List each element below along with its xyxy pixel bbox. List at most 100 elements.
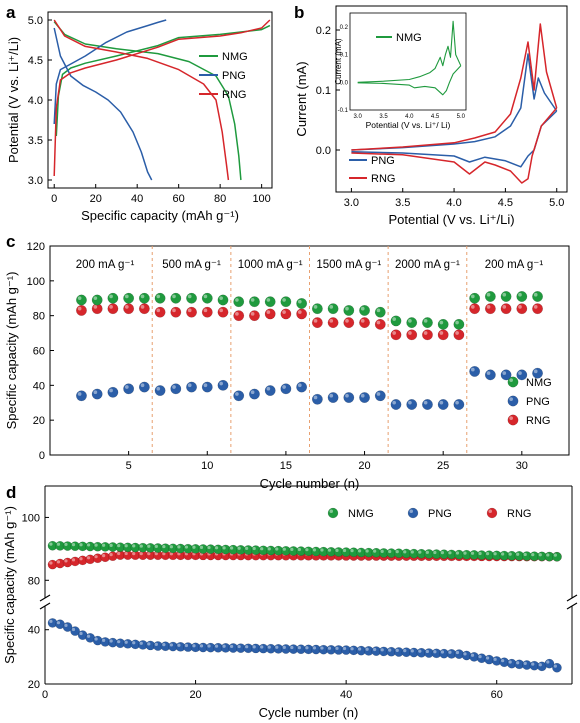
panel-b-inset-xtick-label: 4.5	[431, 114, 440, 120]
panel-a-ytick-label: 4.5	[28, 55, 43, 67]
panel-d-nmg-point-shine	[470, 551, 475, 555]
panel-d-nmg-point-shine	[516, 552, 520, 556]
panel-d-rng-point-shine	[94, 555, 98, 559]
panel-d-png-point-shine	[335, 646, 339, 650]
panel-c-png-point-shine	[360, 393, 365, 398]
panel-c-rate-label: 1000 mA g⁻¹	[238, 259, 303, 271]
panel-c-png-point	[343, 392, 355, 403]
panel-c-legend-nmg-marker-shine	[509, 378, 513, 382]
panel-b-png-anodic-line	[351, 53, 558, 151]
panel-d-nmg-point-shine	[147, 544, 151, 548]
panel-b-inset-xtick-label: 3.5	[379, 114, 388, 120]
panel-c-nmg-point-shine	[203, 294, 208, 299]
panel-d-nmg-point-shine	[132, 544, 136, 548]
panel-d-png-point-shine	[154, 642, 158, 646]
panel-c-nmg-point	[390, 315, 402, 327]
panel-c-rng-point-shine	[392, 331, 396, 335]
panel-c-rng-point-shine	[140, 305, 145, 309]
panel-c-xtick-label: 20	[358, 460, 370, 472]
panel-d-png-point-shine	[478, 654, 482, 659]
panel-d-nmg-point-shine	[86, 543, 91, 547]
panel-c-nmg-point-shine	[345, 306, 349, 311]
panel-d-nmg-point-shine	[64, 542, 68, 547]
panel-d-png-point-shine	[79, 631, 83, 636]
panel-c-nmg-point	[123, 292, 135, 304]
panel-c-png-point	[311, 393, 323, 405]
panel-c-rng-point-shine	[470, 305, 475, 309]
panel-c-nmg-point	[249, 296, 260, 308]
panel-c-rate-label: 200 mA g⁻¹	[485, 259, 544, 271]
panel-d-axis-break-mark	[566, 602, 578, 610]
panel-d-nmg-point-shine	[49, 542, 53, 546]
panel-d-nmg-point-shine	[553, 553, 557, 557]
panel-d-legend-rng-marker	[486, 507, 498, 519]
panel-d-png-point-shine	[508, 660, 512, 664]
panel-a-xtick-label: 100	[252, 193, 270, 205]
panel-d-png-point-shine	[433, 650, 437, 654]
panel-b-ytick-label: 0.0	[316, 145, 331, 157]
panel-c-nmg-point	[484, 291, 496, 302]
panel-c-legend-png-label: PNG	[526, 396, 550, 408]
panel-c-xtick-label: 25	[437, 460, 449, 472]
panel-c-rng-point-shine	[345, 318, 349, 323]
panel-c-rng-point	[422, 329, 433, 341]
panel-c-rate-label: 500 mA g⁻¹	[162, 259, 221, 271]
panel-d-letter: d	[6, 483, 16, 502]
panel-d-ylabel: Specific capacity (mAh g⁻¹)	[2, 506, 17, 664]
panel-d-png-point-shine	[275, 645, 279, 649]
panel-d-legend-nmg-marker	[327, 507, 339, 519]
panel-d-nmg-point-shine	[229, 546, 234, 550]
panel-d-png-point-shine	[267, 645, 271, 649]
panel-c-rng-point	[469, 303, 481, 315]
panel-d-png-point	[552, 662, 562, 673]
panel-b-inset-ytick-label: 0.1	[340, 53, 349, 59]
panel-c-png-point	[91, 388, 103, 400]
panel-b-inset-ylabel: Current (mA)	[334, 38, 343, 85]
panel-d-rng-point-shine	[162, 552, 166, 556]
panel-d-nmg-point-shine	[260, 547, 264, 551]
panel-d-png-point-shine	[380, 648, 384, 652]
panel-a-legend-png-label: PNG	[222, 70, 246, 82]
panel-d-png-point-shine	[470, 653, 475, 657]
panel-d-png-point-shine	[320, 646, 324, 650]
panel-a-letter: a	[6, 3, 16, 22]
panel-c-png-point-shine	[203, 383, 208, 388]
panel-c-rng-point-shine	[533, 305, 538, 309]
panel-c-nmg-point	[233, 296, 245, 308]
panel-d-rng-point-shine	[56, 560, 61, 564]
panel-d-nmg-point-shine	[410, 550, 414, 554]
panel-d-png-point-shine	[463, 652, 467, 656]
panel-d-nmg-point-shine	[357, 549, 362, 553]
panel-b-xtick-label: 4.0	[446, 197, 461, 209]
panel-c-png-point-shine	[140, 383, 145, 388]
panel-c-xlabel: Cycle number (n)	[260, 476, 360, 491]
panel-b-legend-rng-label: RNG	[371, 173, 395, 185]
panel-d-png-point-shine	[177, 643, 181, 647]
panel-d-png-point-shine	[538, 663, 542, 667]
panel-d-png-point-shine	[169, 643, 173, 647]
panel-c-nmg-point	[374, 306, 386, 318]
panel-d-png-point-shine	[297, 646, 301, 650]
panel-b-xtick-label: 3.5	[395, 197, 410, 209]
panel-c-nmg-point-shine	[533, 292, 538, 297]
panel-d-nmg-point-shine	[267, 547, 271, 551]
panel-d-nmg-point-shine	[478, 551, 482, 556]
panel-c-png-point	[280, 383, 292, 395]
panel-d-legend-nmg-label: NMG	[348, 508, 374, 520]
panel-d-nmg-point-shine	[184, 545, 189, 549]
panel-c-nmg-point-shine	[486, 292, 491, 297]
panel-c-png-point	[296, 381, 308, 393]
panel-c-png-point-shine	[313, 395, 318, 400]
panel-c-png-point-shine	[329, 393, 334, 398]
panel-d-nmg-point-shine	[418, 550, 422, 554]
panel-d-xtick-label: 0	[42, 689, 48, 701]
panel-c-rng-point-shine	[313, 318, 318, 323]
panel-c-nmg-point	[437, 318, 449, 330]
panel-c-png-point	[123, 383, 135, 395]
panel-c-nmg-point-shine	[423, 318, 428, 323]
panel-c-png-point	[154, 385, 166, 397]
panel-a-png-charge-line	[53, 19, 167, 125]
panel-d-nmg-point-shine	[538, 553, 542, 557]
panel-c-png-point-shine	[156, 386, 161, 391]
panel-d-nmg-point-shine	[222, 546, 226, 550]
